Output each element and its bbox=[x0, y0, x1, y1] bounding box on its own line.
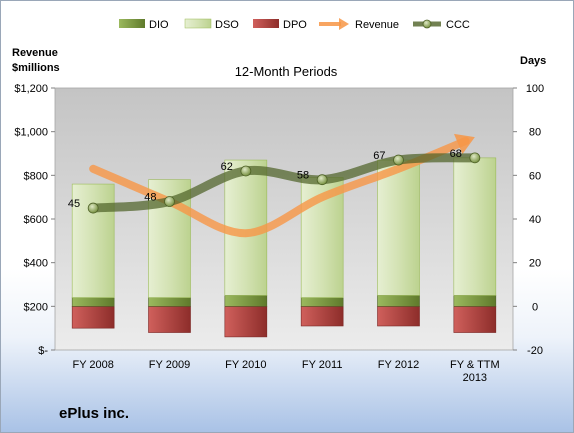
bar-dso-5 bbox=[453, 157, 497, 296]
right-tick-label-0: -20 bbox=[527, 345, 543, 357]
chart-title: 12-Month Periods bbox=[235, 64, 338, 79]
legend-label-revenue: Revenue bbox=[355, 19, 399, 31]
x-tick-label-1: FY 2009 bbox=[149, 359, 190, 371]
bar-dso-4 bbox=[377, 159, 420, 296]
bar-dio-3 bbox=[300, 297, 344, 307]
legend-item-revenue: Revenue bbox=[319, 18, 399, 31]
ccc-data-label-3: 58 bbox=[297, 170, 309, 182]
left-tick-label-0: $- bbox=[38, 345, 48, 357]
legend-item-dio: DIO bbox=[119, 19, 169, 31]
left-tick-label-4: $800 bbox=[24, 170, 48, 182]
right-tick-label-1: 0 bbox=[532, 301, 538, 313]
legend-marker-ccc bbox=[422, 19, 432, 29]
bar-dpo-0 bbox=[71, 306, 115, 329]
legend-item-dpo: DPO bbox=[253, 19, 307, 31]
x-tick-label-2: FY 2010 bbox=[225, 359, 266, 371]
right-tick-label-5: 80 bbox=[529, 127, 541, 139]
left-tick-label-1: $200 bbox=[24, 301, 48, 313]
bar-dio-4 bbox=[377, 295, 420, 307]
bar-dpo-2 bbox=[224, 306, 268, 338]
ccc-data-label-1: 48 bbox=[144, 192, 156, 204]
ccc-data-label-2: 62 bbox=[221, 161, 233, 173]
bar-dio-5 bbox=[453, 295, 497, 307]
bar-dio-0 bbox=[71, 297, 115, 307]
right-tick-label-3: 40 bbox=[529, 214, 541, 226]
x-tick-label-4: FY 2012 bbox=[378, 359, 419, 371]
legend-swatch-dso bbox=[184, 18, 212, 29]
ccc-line bbox=[88, 153, 480, 213]
left-tick-label-6: $1,200 bbox=[14, 83, 48, 95]
ccc-marker-3 bbox=[316, 174, 328, 186]
right-tick-label-6: 100 bbox=[526, 83, 544, 95]
left-axis-title-line-1: Revenue bbox=[12, 47, 58, 59]
axes-layer: $- $200 $400 $600 $800 $1,000 $1,200 -20 0 20 40 60… bbox=[14, 83, 544, 384]
ccc-marker-5 bbox=[469, 152, 481, 164]
bar-dio-1 bbox=[148, 297, 191, 307]
revenue-line bbox=[89, 136, 470, 238]
x-tick-label-3: FY 2011 bbox=[302, 359, 343, 371]
legend-swatch-dpo bbox=[253, 19, 279, 28]
ccc-marker-1 bbox=[164, 196, 175, 207]
ccc-marker-2 bbox=[240, 165, 252, 177]
bar-dpo-5 bbox=[453, 306, 497, 333]
bar-dio-2 bbox=[224, 295, 268, 307]
bar-dpo-3 bbox=[300, 306, 344, 327]
ccc-marker-0 bbox=[87, 202, 99, 214]
lines-layer: 45 48 62 58 67 68 bbox=[68, 133, 481, 238]
legend-label-dso: DSO bbox=[215, 19, 239, 31]
legend-label-dio: DIO bbox=[149, 19, 169, 31]
x-tick-label-0: FY 2008 bbox=[72, 359, 113, 371]
right-tick-label-2: 20 bbox=[529, 258, 541, 270]
left-axis-title-line-2: $millions bbox=[12, 62, 60, 74]
legend-arrowhead-revenue bbox=[339, 18, 349, 30]
revenue-arrowhead bbox=[453, 133, 475, 155]
legend-label-dpo: DPO bbox=[283, 19, 307, 31]
legend-item-dso: DSO bbox=[184, 18, 239, 31]
legend-item-ccc: CCC bbox=[413, 19, 470, 31]
ccc-data-label-4: 67 bbox=[373, 150, 385, 162]
bar-dpo-4 bbox=[377, 306, 420, 327]
ccc-data-label-0: 45 bbox=[68, 198, 80, 210]
legend-swatch-dio bbox=[119, 19, 145, 28]
company-name: ePlus inc. bbox=[59, 405, 129, 422]
ccc-marker-4 bbox=[393, 154, 404, 166]
right-tick-label-4: 60 bbox=[529, 170, 541, 182]
legend-label-ccc: CCC bbox=[446, 19, 470, 31]
ccc-data-label-5: 68 bbox=[450, 148, 462, 160]
left-tick-label-3: $600 bbox=[24, 214, 48, 226]
left-tick-label-2: $400 bbox=[24, 258, 48, 270]
bar-dpo-1 bbox=[148, 306, 191, 333]
left-tick-label-5: $1,000 bbox=[14, 127, 48, 139]
bars-layer bbox=[71, 157, 497, 338]
right-axis-title: Days bbox=[520, 55, 546, 67]
legend: DIO DSO DPO Revenue CCC bbox=[119, 18, 470, 31]
x-tick-label-5: FY & TTM 2013 bbox=[450, 359, 500, 384]
